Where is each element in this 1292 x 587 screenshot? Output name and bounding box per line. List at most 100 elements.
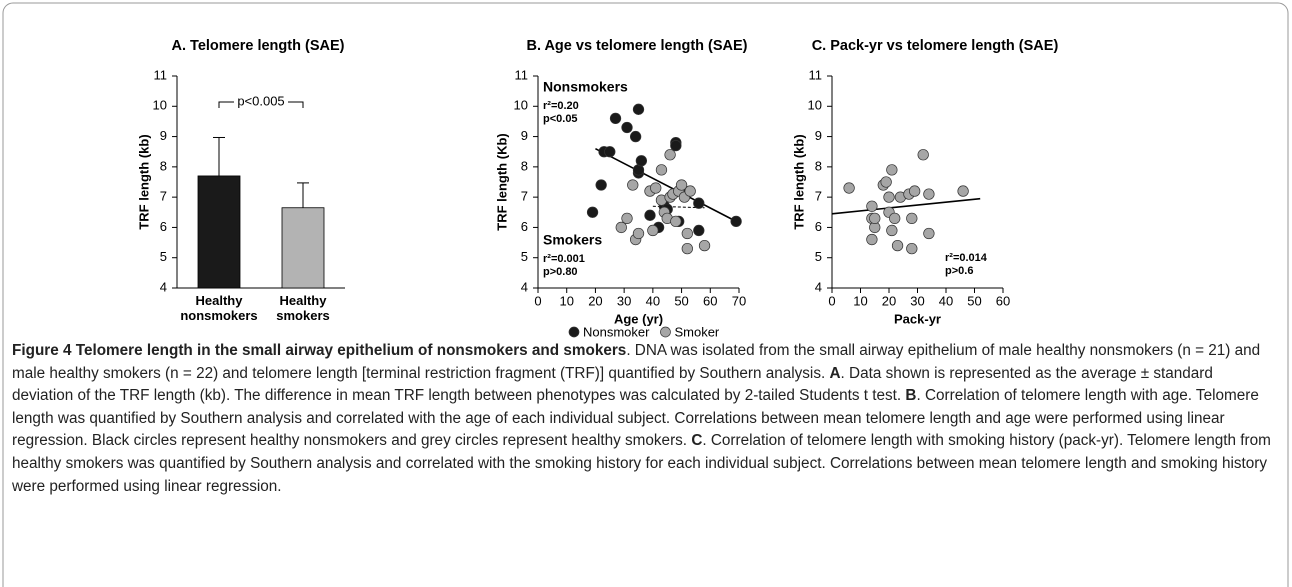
x-tick-label: 0 — [534, 293, 541, 308]
x-tick-label: 50 — [967, 293, 981, 308]
y-tick-label: 5 — [521, 249, 528, 264]
point — [866, 233, 878, 246]
x-tick-label: 30 — [910, 293, 924, 308]
y-tick-label: 9 — [815, 128, 822, 143]
y-tick-label: 8 — [160, 158, 167, 173]
point — [635, 155, 648, 167]
significance-bracket — [218, 101, 304, 108]
y-axis-label: TRF length (Kb) — [494, 133, 509, 230]
bar — [281, 207, 325, 289]
x-tick-label: 10 — [559, 293, 573, 308]
point — [629, 130, 642, 143]
x-tick-label: 10 — [853, 293, 867, 308]
point — [647, 224, 659, 237]
caption-text: . Data shown is represented as the avera… — [12, 364, 1213, 405]
point — [670, 215, 682, 228]
y-tick-label: 9 — [160, 128, 167, 143]
point — [664, 149, 676, 161]
y-tick-label: 6 — [160, 219, 167, 234]
caption-panel-letter: B — [905, 387, 917, 405]
chart-title: C. Pack-yr vs telomere length (SAE) — [812, 38, 1059, 54]
annotation: r²=0.001 — [543, 253, 585, 265]
y-tick-label: 4 — [815, 279, 822, 294]
y-tick-label: 10 — [153, 98, 167, 113]
y-tick-label: 10 — [808, 98, 822, 113]
point — [889, 212, 901, 224]
point — [906, 212, 918, 224]
x-tick-label-line: smokers — [276, 308, 329, 323]
y-tick-label: 8 — [521, 158, 528, 173]
point — [632, 227, 645, 240]
annotation: p>0.80 — [543, 266, 578, 278]
caption: Figure 4 Telomere length in the small ai… — [12, 340, 1278, 498]
y-tick-label: 4 — [521, 279, 528, 294]
point — [866, 200, 878, 212]
legend-label: Nonsmoker — [583, 324, 650, 339]
caption-panel-letter: C — [691, 432, 703, 450]
x-tick-label: 30 — [617, 293, 631, 308]
caption-text: . DNA was isolated from the small airway… — [12, 342, 1261, 382]
point — [923, 227, 935, 240]
point — [883, 191, 895, 203]
point — [586, 206, 599, 218]
y-tick-label: 9 — [521, 128, 528, 143]
y-tick-label: 10 — [514, 98, 528, 113]
legend-marker — [568, 326, 580, 338]
point — [869, 212, 881, 224]
annotation: p<0.005 — [237, 93, 284, 108]
y-tick-label: 11 — [154, 67, 168, 82]
y-tick-label: 7 — [521, 189, 528, 204]
x-tick-label-line: nonsmokers — [180, 308, 257, 323]
chart-title: A. Telomere length (SAE) — [172, 38, 345, 54]
y-axis-label: TRF length (kb) — [136, 134, 151, 229]
y-tick-label: 8 — [815, 158, 822, 173]
x-tick-label: 40 — [646, 293, 660, 308]
point — [675, 179, 688, 191]
point — [684, 185, 696, 197]
x-tick-label: Healthy smokers — [276, 293, 329, 323]
point — [681, 227, 693, 240]
annotation: p<0.05 — [543, 113, 578, 125]
y-tick-label: 11 — [809, 67, 823, 82]
x-tick-label-line: Healthy — [280, 293, 328, 308]
point — [650, 182, 662, 194]
point — [886, 224, 898, 237]
x-axis-label: Age (yr) — [614, 311, 663, 326]
x-tick-label: 20 — [882, 293, 896, 308]
point — [632, 103, 645, 115]
caption-title: Figure 4 Telomere length in the small ai… — [12, 342, 627, 359]
annotation: r²=0.014 — [945, 252, 988, 264]
point — [670, 140, 682, 152]
y-axis-label: TRF length (kb) — [791, 134, 806, 229]
annotation: p>0.6 — [945, 265, 973, 277]
point — [604, 146, 616, 158]
legend-marker — [660, 326, 671, 338]
point — [923, 188, 935, 200]
y-tick-label: 7 — [815, 189, 822, 204]
point — [909, 185, 921, 197]
x-tick-label: 20 — [588, 293, 602, 308]
point — [621, 212, 633, 224]
x-tick-label: 40 — [939, 293, 953, 308]
point — [917, 149, 929, 161]
regression-line — [831, 197, 981, 215]
point — [843, 182, 855, 194]
point — [698, 239, 711, 252]
regression-line — [652, 205, 705, 209]
x-tick-label: 50 — [674, 293, 688, 308]
legend-label: Smoker — [674, 324, 719, 339]
y-tick-label: 7 — [160, 189, 167, 204]
point — [609, 112, 622, 125]
point — [644, 209, 656, 221]
chart-title: B. Age vs telomere length (SAE) — [526, 38, 747, 54]
y-tick-label: 6 — [521, 219, 528, 234]
y-tick-label: 6 — [815, 219, 822, 234]
point — [693, 224, 705, 237]
annotation: Smokers — [543, 232, 602, 248]
annotation: r²=0.20 — [543, 100, 579, 112]
point — [621, 121, 633, 134]
point — [886, 164, 898, 176]
point — [906, 242, 918, 255]
